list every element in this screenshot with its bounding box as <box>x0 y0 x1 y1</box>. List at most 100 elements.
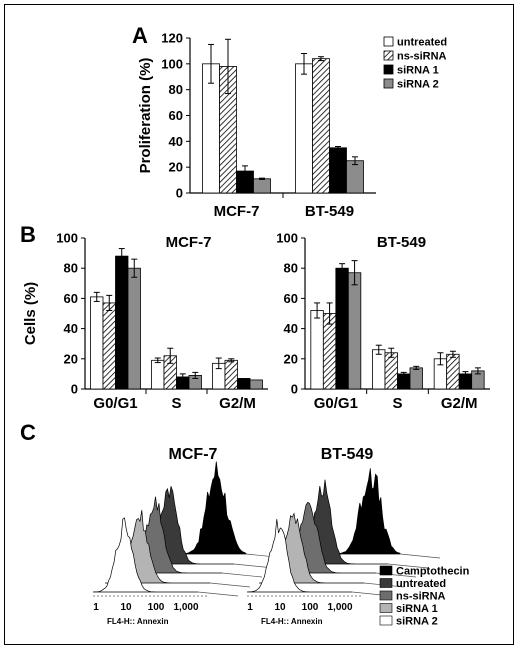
y-tick-label: 40 <box>169 134 183 149</box>
panel-letter-a: A <box>132 23 148 48</box>
bar <box>397 373 411 390</box>
chart-panel-b-bt549: 0 20 40 60 80 100 G0/G1 S G2/M BT-549 <box>276 231 490 412</box>
flow-x-tick-label: 10 <box>120 602 132 613</box>
flow-legend-swatch <box>379 565 393 576</box>
y-tick-label: 60 <box>284 291 298 306</box>
y-tick-label: 20 <box>169 160 183 175</box>
bar <box>329 147 347 194</box>
bar <box>249 379 263 390</box>
bar <box>372 349 386 390</box>
legend-swatch <box>383 78 394 89</box>
legend-label: siRNA 2 <box>397 79 439 91</box>
y-tick-label: 120 <box>161 31 183 46</box>
bar <box>90 296 104 390</box>
y-tick-label: 100 <box>56 231 78 246</box>
y-tick-label: 0 <box>176 186 183 201</box>
y-tick-label: 60 <box>64 291 78 306</box>
histogram-tail <box>399 553 441 559</box>
flow-legend-label: siRNA 2 <box>396 616 438 628</box>
y-tick-label: 20 <box>284 351 298 366</box>
x-category-label: S <box>171 395 181 412</box>
bar <box>253 178 271 194</box>
x-category-label: G2/M <box>219 395 256 412</box>
bar <box>151 359 165 390</box>
bar <box>409 367 423 390</box>
y-tick-label: 80 <box>284 261 298 276</box>
bar <box>346 160 364 194</box>
bar <box>102 302 116 390</box>
bar <box>322 313 337 390</box>
flow-title: MCF-7 <box>169 446 218 463</box>
bar <box>224 359 238 390</box>
bar <box>347 272 362 390</box>
y-tick-label: 80 <box>169 82 183 97</box>
bar <box>384 352 398 390</box>
bar <box>335 267 349 390</box>
bar <box>237 378 251 390</box>
flow-x-tick-label: 1 <box>93 602 99 613</box>
chart-panel-b-mcf7: 0 20 40 60 80 100 G0/G1 S G2/M Cells (%) MCF-7 <box>22 231 268 412</box>
histogram-tail <box>209 582 251 588</box>
y-tick-label: 0 <box>71 382 78 397</box>
panel-letter-c: C <box>20 420 36 445</box>
y-tick-label: 80 <box>64 261 78 276</box>
x-category-label: G2/M <box>441 395 478 412</box>
legend-swatch <box>383 50 394 61</box>
flow-legend-label: untreated <box>396 578 446 590</box>
y-axis-title: Cells (%) <box>22 282 39 345</box>
legend-label: siRNA 1 <box>397 65 439 77</box>
flow-x-axis-label: FL4-H:: Annexin <box>107 617 169 626</box>
y-tick-label: 100 <box>276 231 298 246</box>
flow-legend-swatch <box>379 590 393 601</box>
x-category-label: G0/G1 <box>314 395 358 412</box>
histogram-tail <box>387 563 429 569</box>
x-category-label: G0/G1 <box>93 395 137 412</box>
flow-legend-swatch <box>379 578 393 588</box>
x-category-label: MCF-7 <box>214 203 260 220</box>
histogram-trace <box>92 517 198 593</box>
bar <box>295 63 313 194</box>
flow-x-tick-label: 10 <box>274 602 286 613</box>
y-tick-label: 0 <box>291 382 298 397</box>
legend-label: untreated <box>397 37 447 49</box>
flow-x-axis-label: FL4-H:: Annexin <box>261 617 323 626</box>
figure-border <box>4 4 514 645</box>
legend-swatch <box>383 64 394 75</box>
flow-legend-label: ns-siRNA <box>396 591 446 603</box>
y-axis-title: Proliferation (%) <box>137 58 154 174</box>
chart-panel-a: 0 20 40 60 80 100 120 MCF-7 BT-549 Proliferation … <box>137 31 447 221</box>
y-tick-label: 40 <box>64 321 78 336</box>
flow-legend-label: Camptothecin <box>396 566 470 578</box>
flow-x-tick-label: 100 <box>302 602 319 613</box>
bar <box>310 310 324 390</box>
y-tick-label: 60 <box>169 108 183 123</box>
x-category-label: S <box>392 395 402 412</box>
bar <box>127 267 141 390</box>
flow-x-tick-label: 1,000 <box>173 602 198 613</box>
bar <box>115 255 129 390</box>
flow-x-tick-label: 1,000 <box>327 602 352 613</box>
x-category-label: BT-549 <box>305 203 354 220</box>
flow-legend-swatch <box>379 603 393 613</box>
legend-label: ns-siRNA <box>397 51 447 63</box>
legend-swatch <box>383 36 394 47</box>
flow-title: BT-549 <box>321 446 374 463</box>
y-tick-label: 40 <box>284 321 298 336</box>
chart-subtitle: MCF-7 <box>166 234 212 251</box>
chart-subtitle: BT-549 <box>377 234 426 251</box>
bar <box>312 58 330 194</box>
histogram-tail <box>197 591 239 597</box>
y-tick-label: 100 <box>161 56 183 71</box>
flow-x-tick-label: 100 <box>148 602 165 613</box>
flow-x-tick-label: 1 <box>247 602 253 613</box>
histogram-tail <box>221 572 263 578</box>
y-tick-label: 20 <box>64 351 78 366</box>
panel-letter-b: B <box>20 222 36 247</box>
bar <box>446 353 460 390</box>
histogram-trace <box>246 519 352 593</box>
flow-legend-label: siRNA 1 <box>396 603 438 615</box>
flow-legend-swatch <box>379 615 393 626</box>
